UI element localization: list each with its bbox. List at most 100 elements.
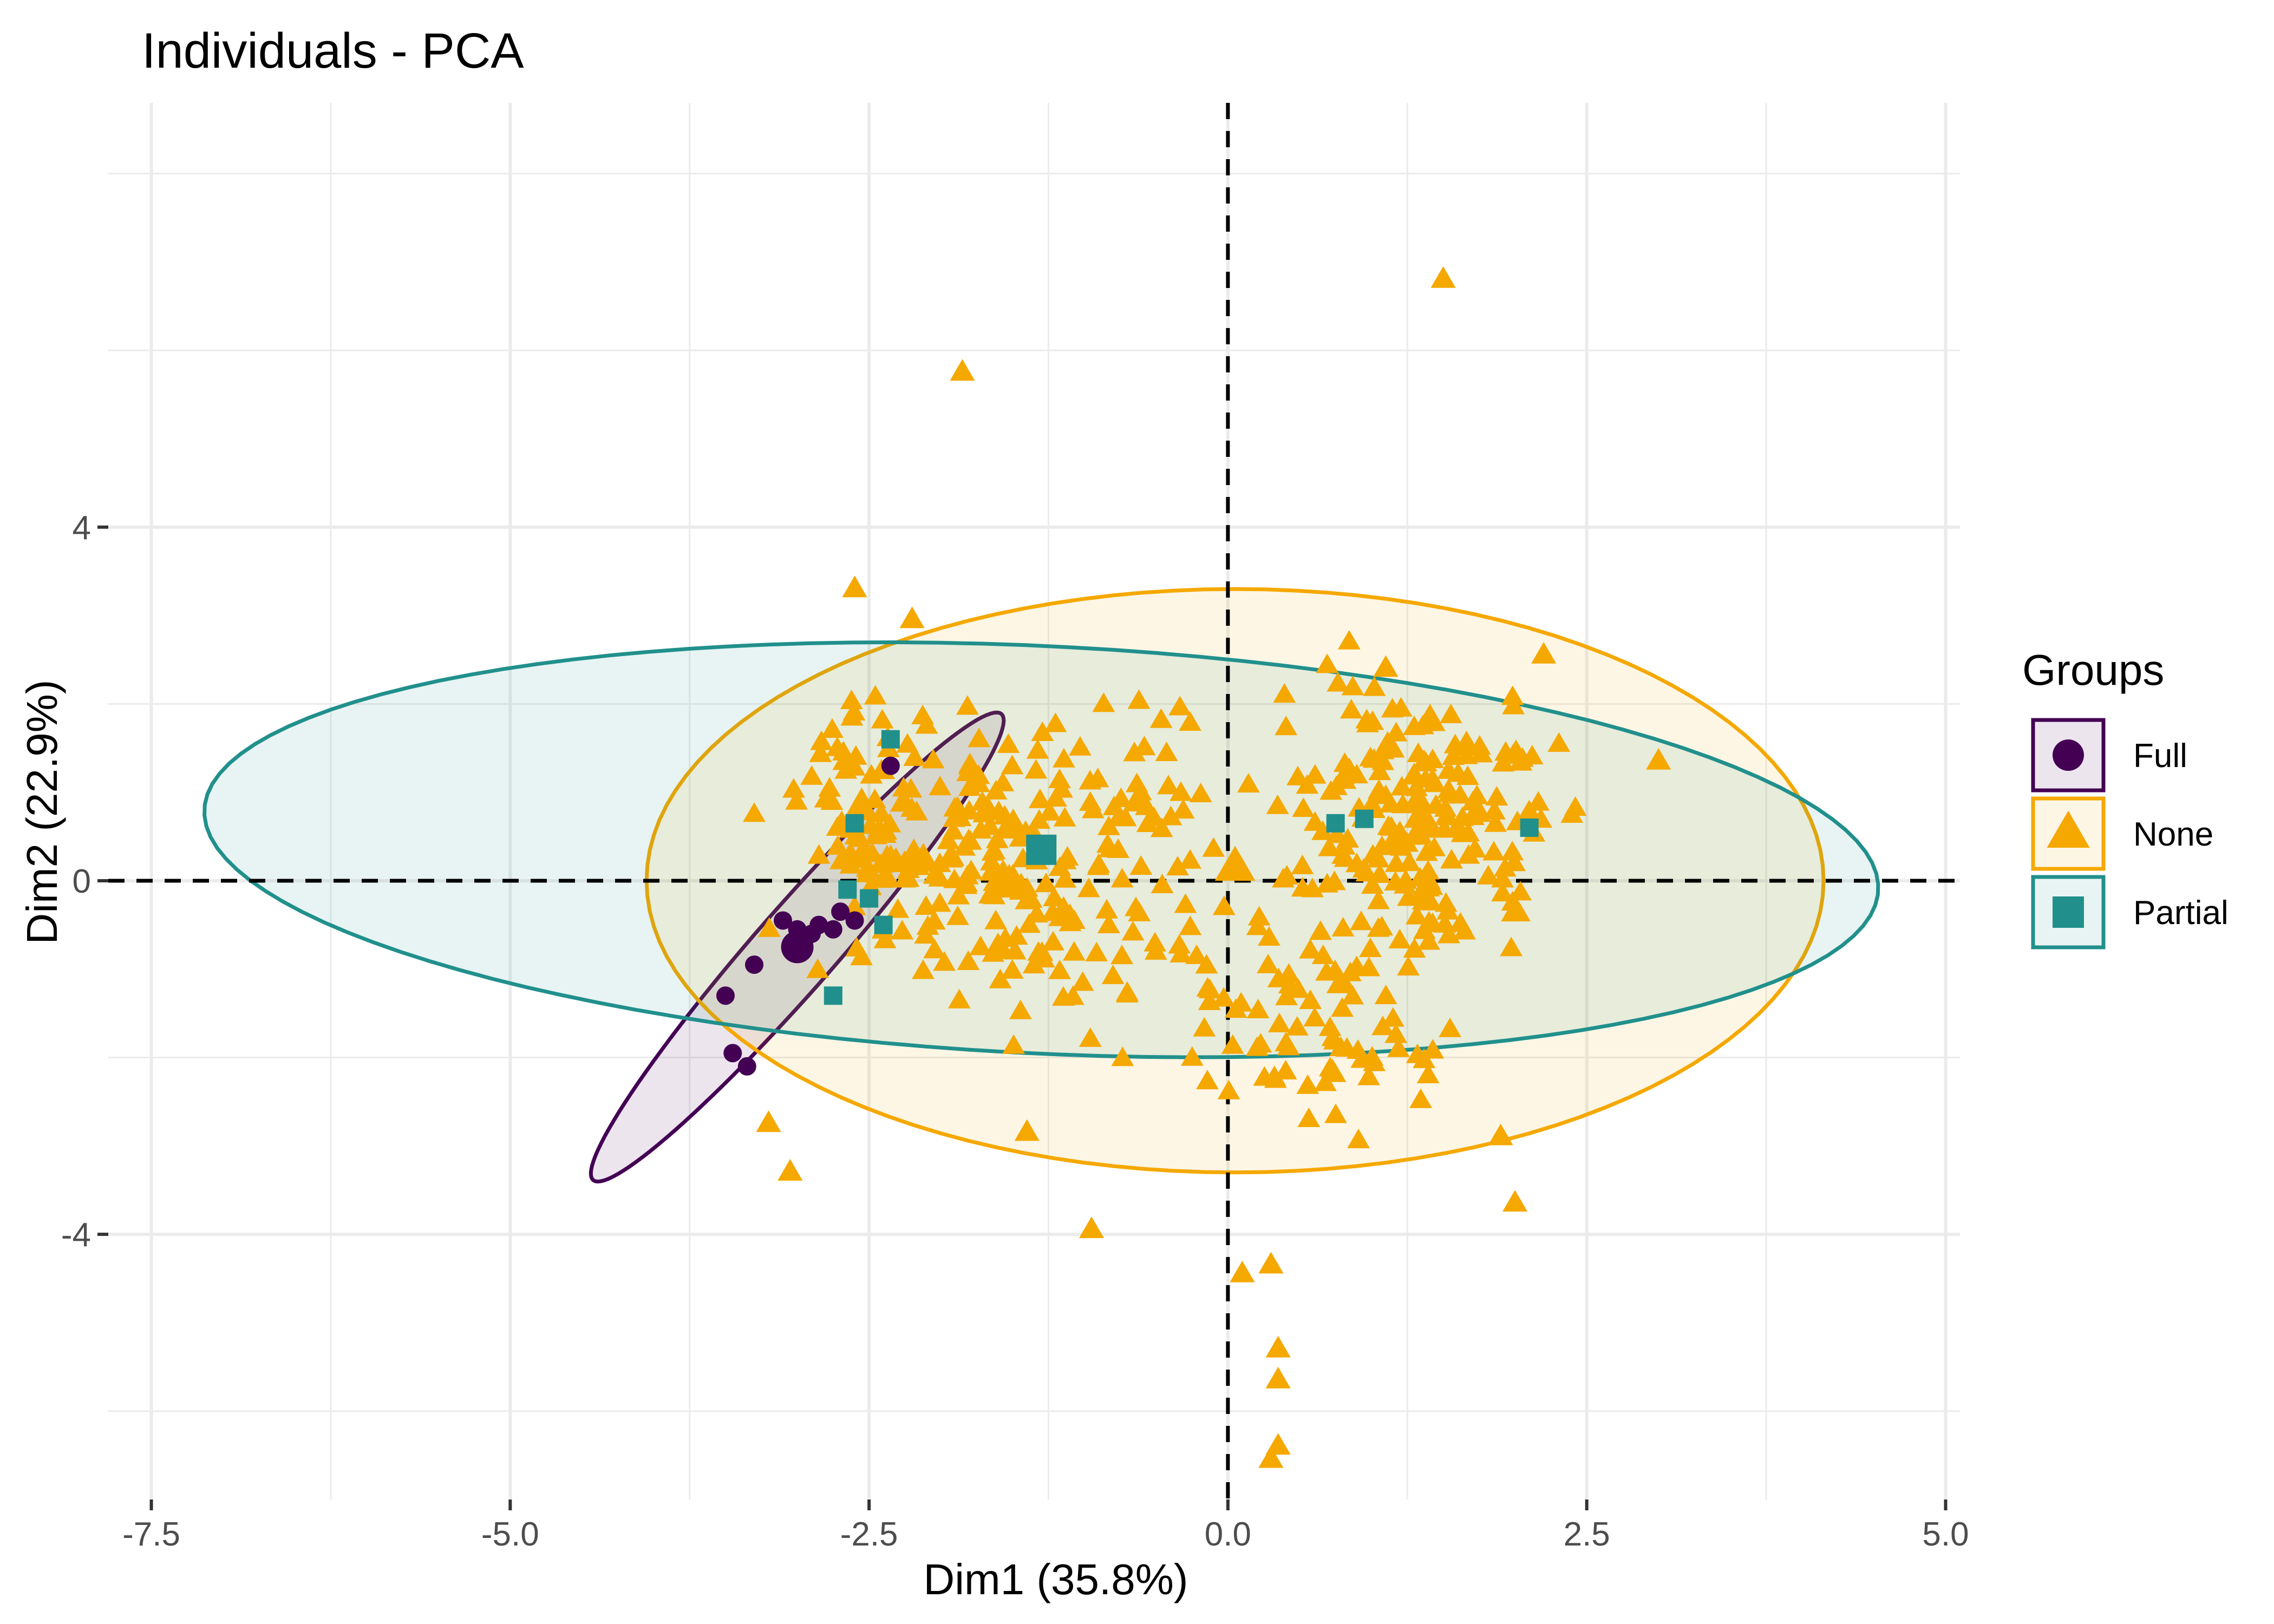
point-none (1299, 989, 1322, 1010)
point-none (981, 841, 1004, 861)
point-none (864, 685, 887, 705)
y-axis-title: Dim2 (22.9%) (18, 679, 66, 944)
point-none (1030, 941, 1054, 961)
point-none (891, 920, 914, 940)
point-none (1128, 901, 1151, 921)
point-none (1196, 1070, 1219, 1090)
point-none (1079, 1027, 1102, 1047)
point-none (826, 835, 850, 855)
point-none (1297, 1107, 1321, 1128)
point-none (1043, 886, 1066, 906)
point-none (1001, 959, 1024, 979)
point-none (943, 797, 966, 817)
point-none (886, 898, 910, 918)
point-none (1345, 955, 1368, 975)
point-none (1369, 783, 1392, 803)
point-none (899, 606, 925, 628)
point-none (1414, 751, 1437, 771)
point-none (1149, 708, 1173, 728)
point-none (1292, 797, 1315, 817)
data-points (716, 266, 1671, 1468)
point-none (1151, 873, 1174, 893)
point-none (1500, 937, 1523, 957)
point-none (1266, 794, 1289, 814)
point-none (1053, 807, 1076, 827)
point-none (1268, 1012, 1291, 1032)
point-partial (838, 880, 857, 899)
point-none (1491, 881, 1514, 902)
point-none (1031, 721, 1054, 741)
point-none (1367, 917, 1390, 937)
point-none (1155, 741, 1178, 762)
point-none (1309, 920, 1332, 940)
point-none (1044, 787, 1067, 807)
point-none (968, 728, 991, 748)
point-none (1332, 835, 1356, 855)
point-none (1095, 899, 1119, 919)
point-none (1321, 1026, 1344, 1046)
point-none (1110, 944, 1134, 965)
point-none (1267, 967, 1290, 987)
point-none (1355, 709, 1378, 729)
point-none (785, 790, 808, 810)
point-none (1179, 915, 1202, 935)
point-none (1357, 1065, 1381, 1085)
point-none (1086, 768, 1109, 788)
point-none (1319, 780, 1343, 800)
point-none (903, 746, 926, 766)
point-none (1048, 959, 1071, 979)
point-none (1509, 881, 1532, 901)
point-none (1054, 849, 1077, 869)
point-none (955, 872, 978, 892)
point-none (1258, 1252, 1284, 1274)
point-none (983, 885, 1006, 905)
point-none (1349, 911, 1373, 931)
point-none (1185, 944, 1208, 964)
point-none (1361, 874, 1384, 894)
point-none (1099, 837, 1122, 857)
point-none (1384, 870, 1407, 891)
point-none (1116, 981, 1139, 1001)
point-none (1442, 745, 1465, 765)
point-none (1339, 699, 1363, 719)
point-none (1476, 865, 1500, 885)
point-none (1405, 905, 1428, 925)
point-none (1501, 841, 1524, 861)
point-none (1345, 853, 1368, 873)
point-none (1331, 916, 1355, 937)
point-none (1212, 895, 1236, 915)
point-none (1265, 1366, 1291, 1389)
point-none (1367, 889, 1390, 909)
point-none (1502, 695, 1525, 715)
point-none (1437, 759, 1460, 779)
point-none (1382, 1007, 1404, 1027)
point-none (1334, 847, 1357, 867)
point-none (893, 790, 917, 811)
point-none (840, 689, 863, 710)
point-none (1022, 954, 1045, 974)
legend-symbol-full (2053, 739, 2084, 771)
point-none (1127, 689, 1151, 709)
point-none (994, 927, 1017, 947)
chart-title: Individuals - PCA (142, 23, 524, 78)
point-none (914, 895, 938, 915)
point-none (989, 968, 1012, 988)
point-none (1445, 818, 1467, 838)
point-none (1501, 685, 1524, 705)
point-none (1531, 641, 1557, 664)
point-none (844, 745, 867, 765)
point-none (1417, 930, 1440, 950)
point-none (1024, 759, 1048, 779)
point-none (1332, 764, 1355, 784)
point-none (1363, 1051, 1386, 1071)
point-none (1230, 1260, 1255, 1282)
point-partial (845, 814, 864, 833)
point-none (1069, 736, 1092, 756)
point-none (1053, 748, 1075, 768)
point-none (915, 714, 938, 734)
centroid-none (1214, 846, 1256, 881)
point-none (1042, 931, 1064, 951)
legend-title: Groups (2022, 646, 2164, 694)
point-none (1123, 742, 1146, 762)
